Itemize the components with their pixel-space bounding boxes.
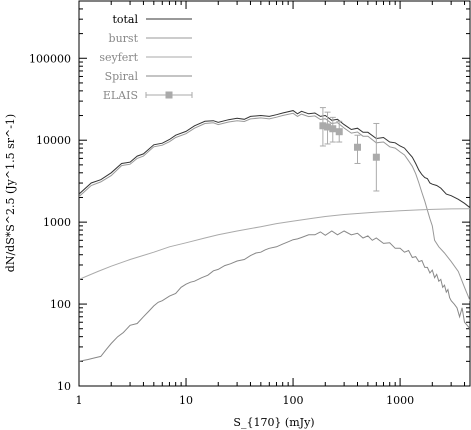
y-tick-label: 10 — [57, 380, 71, 393]
elais-point — [329, 125, 337, 133]
burst-series-line — [79, 112, 470, 301]
x-tick-label: 10 — [179, 394, 193, 407]
y-axis-label: dN/dS*S^2.5 (Jy^1.5 sr^-1) — [4, 114, 17, 272]
x-tick-label: 1000 — [386, 394, 414, 407]
elais-point — [372, 153, 380, 161]
y-tick-label: 1000 — [43, 216, 71, 229]
y-tick-label: 100 — [50, 298, 71, 311]
x-tick-label: 100 — [283, 394, 304, 407]
x-tick-label: 1 — [76, 394, 83, 407]
elais-point — [353, 143, 361, 151]
seyfert-series-line — [79, 208, 470, 280]
legend-swatch-point — [165, 91, 173, 99]
legend-label-seyfert: seyfert — [99, 51, 138, 64]
y-tick-label: 100000 — [29, 52, 71, 65]
series-layer — [79, 107, 470, 362]
legend: total burst seyfert Spiral ELAIS — [99, 13, 193, 102]
spiral-series-line — [79, 230, 470, 362]
legend-label-spiral: Spiral — [105, 70, 139, 83]
legend-label-burst: burst — [109, 32, 139, 45]
legend-label-elais: ELAIS — [103, 89, 138, 102]
total-series-line — [79, 110, 470, 209]
legend-label-total: total — [112, 13, 138, 26]
x-axis-label: S_{170} (mJy) — [233, 416, 314, 429]
elais-point — [324, 123, 332, 131]
elais-point — [319, 122, 327, 130]
axis-ticks: 1 10 100 1000 10 100 1000 10000 100000 — [29, 0, 470, 407]
elais-point — [335, 128, 343, 136]
y-tick-label: 10000 — [36, 134, 71, 147]
